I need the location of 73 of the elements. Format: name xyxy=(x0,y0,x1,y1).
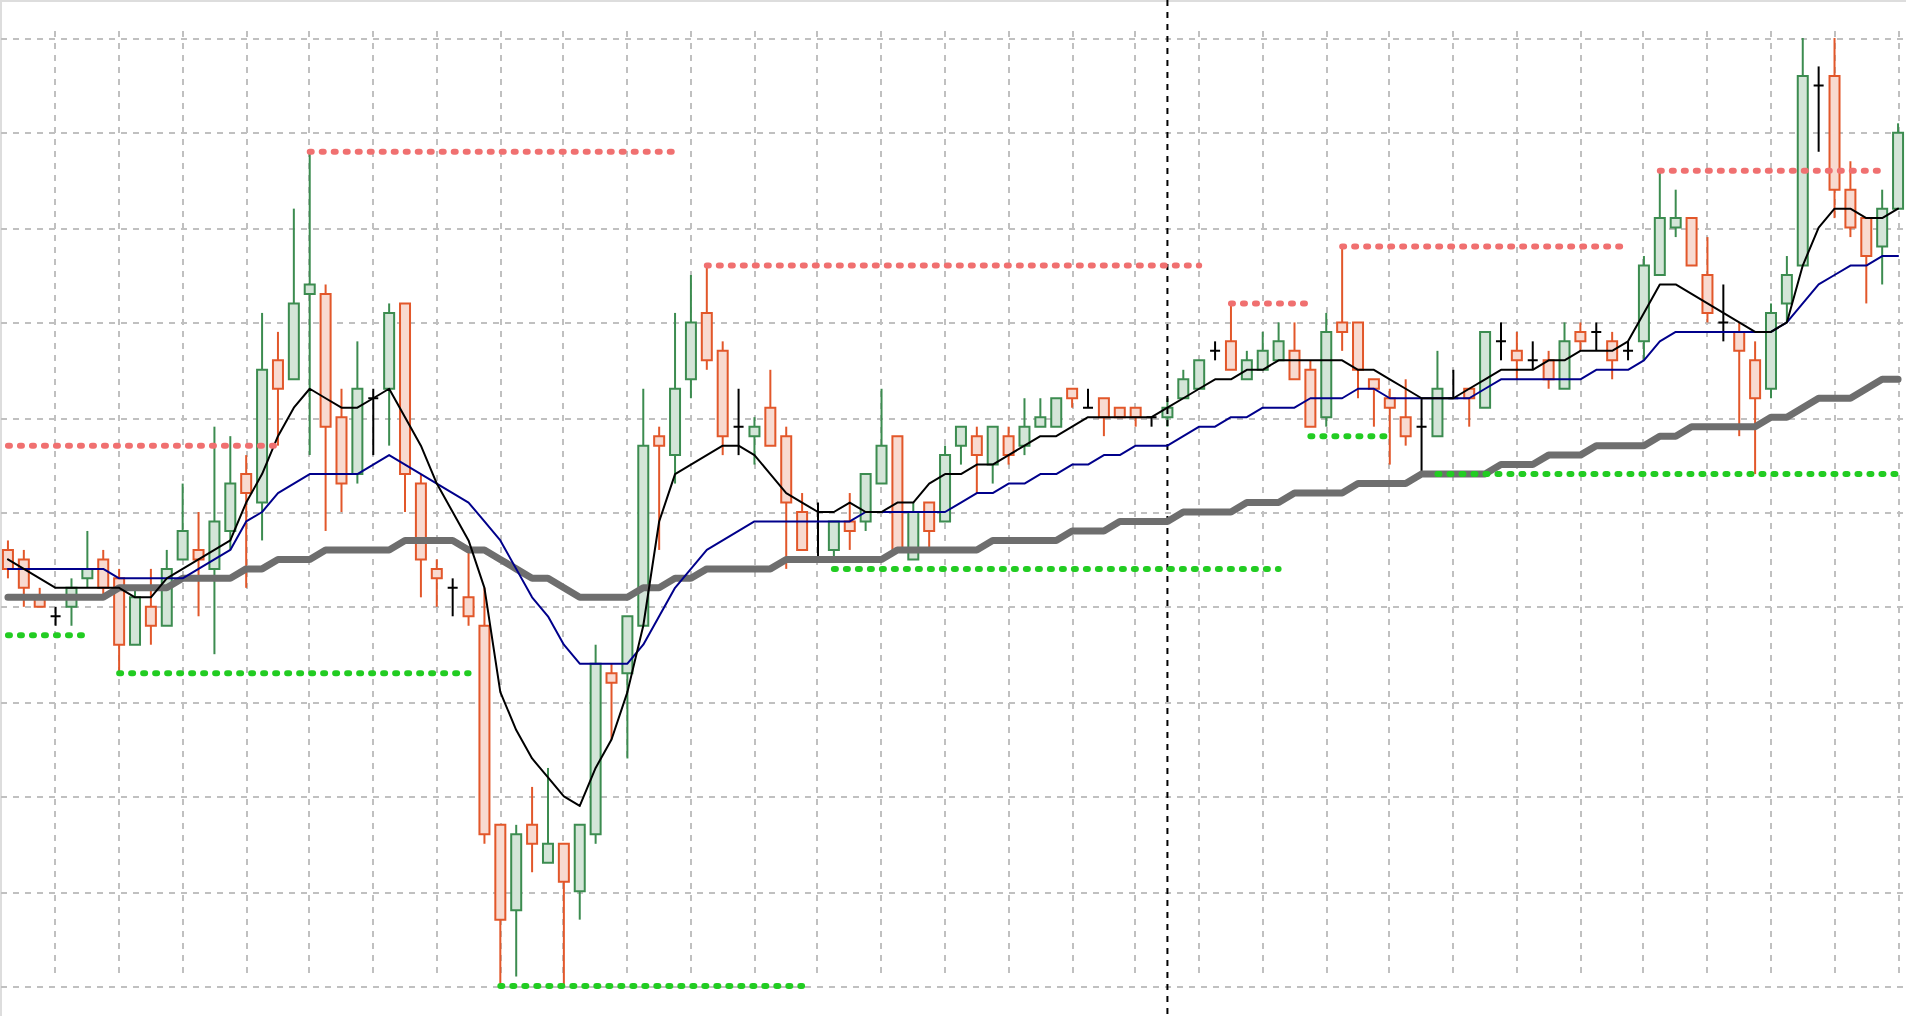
candlestick xyxy=(303,150,316,457)
candlestick xyxy=(843,492,856,551)
candlestick xyxy=(1240,349,1253,381)
candlestick xyxy=(1701,236,1714,324)
candlestick xyxy=(653,425,666,551)
candlestick xyxy=(1733,321,1746,438)
candlestick xyxy=(1669,188,1682,239)
candlestick xyxy=(700,264,713,371)
candlestick xyxy=(1590,321,1603,352)
candlestick xyxy=(1860,217,1873,305)
candlestick xyxy=(1336,245,1349,352)
candlestick xyxy=(129,586,142,646)
candlestick xyxy=(1558,321,1571,390)
candlestick xyxy=(1415,397,1428,476)
candlestick xyxy=(176,482,189,561)
candlestick xyxy=(1622,340,1635,362)
candlestick xyxy=(1510,330,1523,381)
candlestick xyxy=(764,368,777,447)
candlestick xyxy=(1812,65,1825,153)
candlestick xyxy=(1097,397,1110,438)
candlestick xyxy=(367,387,380,457)
candlestick xyxy=(1193,359,1206,390)
candlestick xyxy=(1367,378,1380,428)
candlestick xyxy=(1177,368,1190,400)
candlestick xyxy=(732,387,745,457)
candlestick xyxy=(1447,368,1460,400)
candlestick xyxy=(1606,330,1619,381)
candlestick xyxy=(1685,217,1698,267)
candlestick xyxy=(748,416,761,466)
candlestick xyxy=(557,842,570,987)
candlestick xyxy=(859,473,872,532)
candlestick xyxy=(1,539,14,580)
candlestick xyxy=(541,766,554,864)
candlestick xyxy=(1494,321,1507,362)
candlestick xyxy=(49,605,62,627)
candlestick xyxy=(1352,321,1365,400)
candlestick xyxy=(462,548,475,627)
candlestick xyxy=(970,425,983,495)
candlestick xyxy=(1272,321,1285,362)
candlestick xyxy=(526,785,539,874)
candlestick xyxy=(986,425,999,485)
candlestick xyxy=(1288,321,1301,381)
candlestick xyxy=(1082,387,1095,409)
candlestick xyxy=(1050,397,1063,428)
candlestick xyxy=(875,387,888,485)
candlestick xyxy=(1383,387,1396,466)
candlestick xyxy=(144,567,157,646)
candlestick xyxy=(1749,340,1762,476)
candlestick xyxy=(17,548,30,608)
candlestick xyxy=(1876,188,1889,286)
candlestick xyxy=(240,454,253,589)
candlestick xyxy=(1145,416,1158,428)
candlestick xyxy=(208,425,221,656)
candlestick xyxy=(1209,340,1222,362)
candlestick xyxy=(954,425,967,466)
candlestick xyxy=(1224,302,1237,371)
candlestick xyxy=(796,492,809,551)
candlestick xyxy=(1002,425,1015,466)
candlestick xyxy=(224,435,237,551)
candlestick xyxy=(430,558,443,608)
candlestick xyxy=(1717,283,1730,343)
candlestick xyxy=(1399,378,1412,447)
candlestick xyxy=(271,330,284,447)
candlestick xyxy=(1034,397,1047,428)
candlestick xyxy=(1780,255,1793,324)
candlestick xyxy=(1256,330,1269,371)
candlestick xyxy=(1574,321,1587,352)
candlestick xyxy=(1431,349,1444,438)
candlestick xyxy=(446,577,459,618)
candlestick xyxy=(1526,340,1539,371)
candlestick xyxy=(605,662,618,741)
candlestick xyxy=(1018,397,1031,457)
candlestick xyxy=(1066,387,1079,409)
